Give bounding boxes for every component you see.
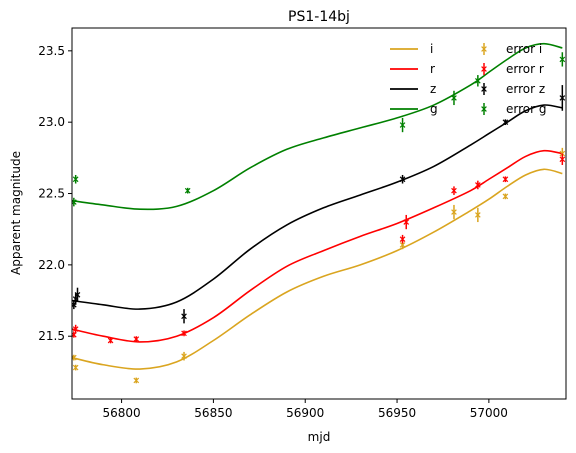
data-point-r [502,176,509,183]
data-point-i [133,377,140,384]
legend-marker-error-r [481,63,487,75]
x-tick-label: 56900 [286,406,324,420]
data-point-r [181,330,187,337]
axis-ticks: 56800 56850 56900 56950 57000 21.5 22.0 22.5 23.… [38,44,508,420]
data-point-r [403,214,410,230]
data-point-g [72,174,79,184]
legend-label-error-z: error z [506,82,545,96]
legend-marker-error-g [481,103,487,115]
data-point-i [451,204,457,220]
data-point-z [502,119,509,126]
y-tick-label: 22.5 [38,187,65,201]
y-tick-label: 22.0 [38,258,65,272]
legend-label-r: r [430,62,435,76]
fit-curves [72,42,563,370]
data-point-r [559,153,566,165]
x-tick-label: 56950 [378,406,416,420]
data-point-g [451,90,457,106]
data-point-i [475,207,481,223]
data-point-z [74,287,81,302]
fit-line-z [72,104,563,310]
x-tick-label: 56800 [102,406,140,420]
data-point-r [451,186,457,195]
legend-label-error-r: error r [506,62,544,76]
legend-label-error-g: error g [506,102,546,116]
legend: i error i r error r z error z g error g [390,42,546,116]
data-point-i [72,364,79,371]
data-point-r [399,234,406,244]
data-point-z [399,174,406,184]
data-point-r [133,336,140,342]
data-point-r [475,180,481,190]
chart-title: PS1-14bj [288,9,350,25]
data-point-g [399,117,406,133]
data-point-i [502,193,509,200]
data-point-g [184,187,191,194]
y-tick-label: 23.0 [38,115,65,129]
data-point-r [107,337,114,344]
data-point-i [181,351,187,361]
data-point-z [181,309,187,324]
data-point-r [72,324,79,334]
plot-frame [71,27,567,400]
legend-marker-error-z [481,83,487,95]
data-points [72,52,566,384]
fit-line-i [72,168,563,370]
fit-line-r [72,149,563,343]
legend-label-error-i: error i [506,42,542,56]
data-point-g [559,52,566,67]
y-axis-label: Apparent magnitude [9,151,23,275]
legend-label-g: g [430,102,438,116]
x-axis-label: mjd [308,430,331,444]
y-tick-label: 23.5 [38,44,65,58]
x-tick-label: 56850 [194,406,232,420]
fit-line-g [72,42,563,211]
data-point-z [559,85,566,111]
x-tick-label: 57000 [470,406,508,420]
legend-label-z: z [430,82,436,96]
legend-marker-error-i [481,43,487,55]
data-point-g [475,75,481,87]
y-tick-label: 21.5 [38,329,65,343]
legend-label-i: i [430,42,433,56]
